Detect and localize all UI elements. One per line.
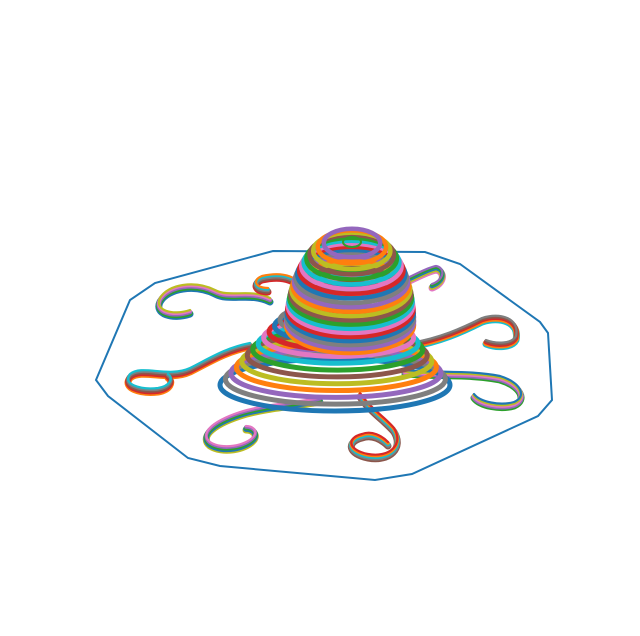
octopus-head [283, 226, 417, 356]
tentacle-layer [254, 273, 302, 290]
skirt-outline [94, 249, 554, 482]
head-layer [298, 241, 404, 292]
tentacle-layer [127, 341, 252, 390]
body-layer [217, 356, 453, 414]
tentacle-layer [403, 368, 523, 405]
tentacle-layer [408, 314, 518, 345]
head-layer [294, 247, 408, 301]
tentacle [155, 283, 274, 320]
tentacle-layer [157, 283, 272, 314]
tentacle [401, 368, 525, 412]
tentacle [348, 391, 401, 463]
tentacle [252, 273, 304, 296]
head-layer [301, 238, 402, 287]
head-top-ring [342, 236, 362, 248]
tentacle [406, 314, 520, 351]
head-layer [307, 232, 397, 277]
tentacle [124, 341, 254, 396]
head-layer [321, 226, 383, 260]
tentacle-layer [350, 391, 399, 456]
